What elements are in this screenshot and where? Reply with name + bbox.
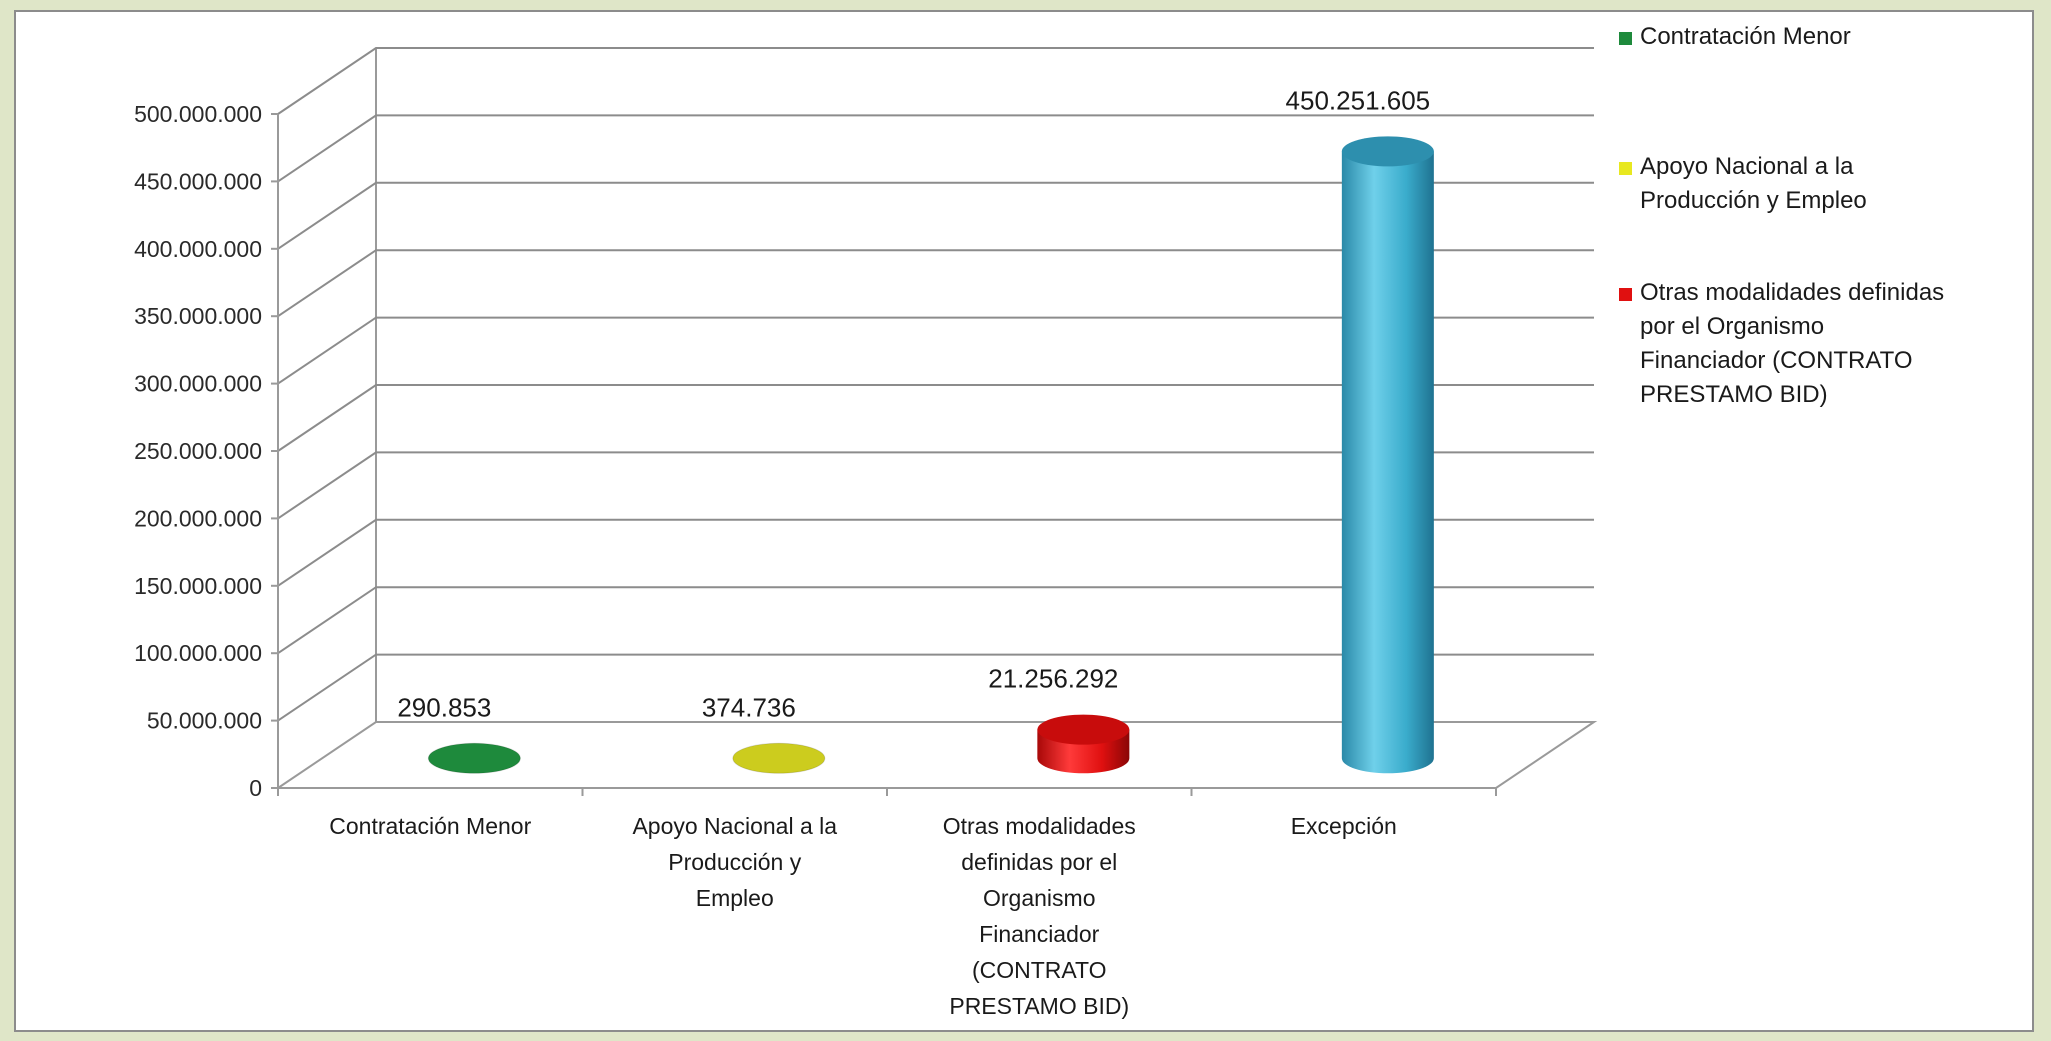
legend-line: Contratación Menor [1640,23,1851,50]
legend-item: Otras modalidades definidas por el Organi… [1619,279,1944,408]
x-category-line: definidas por el [961,849,1117,875]
axis-layer: 0 50.000.000 100.000.000 150.000.000 200.000… [134,101,1497,801]
legend-line: Apoyo Nacional a la [1640,153,1854,180]
y-tick-label: 450.000.000 [134,168,262,194]
gridline [277,518,1594,587]
chart-frame: 0 50.000.000 100.000.000 150.000.000 200.000… [14,10,2034,1032]
x-category-line: Empleo [696,885,774,911]
bar-top [1341,136,1434,167]
y-tick-label: 300.000.000 [134,371,262,397]
legend-swatch [1619,32,1632,45]
legend-line: por el Organismo [1640,313,1824,340]
x-category-line: Financiador [979,921,1100,947]
legend: Contratación Menor Apoyo Nacional a la Pro… [1619,23,1944,408]
y-tick-label: 250.000.000 [134,438,262,464]
gridline [277,47,1594,115]
x-category-line: Excepción [1291,813,1397,839]
gridline [277,316,1594,385]
gridline [277,384,1594,452]
legend-label: Contratación Menor [1640,23,1851,50]
legend-label: Otras modalidades definidas por el Organi… [1640,279,1944,408]
y-tick-label: 0 [249,775,262,801]
y-tick-label: 200.000.000 [134,505,262,531]
gridline [277,181,1594,250]
gridline [277,653,1594,722]
bar [732,742,826,774]
legend-line: Producción y Empleo [1640,187,1867,214]
x-category-label: Contratación Menor [329,813,531,839]
bar [427,742,521,774]
legend-line: PRESTAMO BID) [1640,381,1828,408]
legend-swatch [1619,162,1632,175]
chart-floor [274,721,1598,789]
x-category-line: PRESTAMO BID) [949,993,1129,1019]
legend-label: Apoyo Nacional a la Producción y Empleo [1640,153,1867,214]
bar [1037,714,1130,774]
x-category-line: Organismo [983,885,1095,911]
bar-disc [427,742,521,774]
x-category-label: Apoyo Nacional a la Producción y Empleo [632,813,837,911]
y-tick-label: 400.000.000 [134,236,262,262]
legend-swatch [1619,288,1632,301]
y-tick-label: 150.000.000 [134,573,262,599]
x-category-line: Producción y [668,849,801,875]
legend-line: Financiador (CONTRATO [1640,347,1913,374]
y-tick-label: 100.000.000 [134,640,262,666]
gridline [277,451,1594,520]
x-category-line: (CONTRATO [972,957,1107,983]
legend-item: Contratación Menor [1619,23,1851,50]
bar-disc [732,742,826,774]
legend-item: Apoyo Nacional a la Producción y Empleo [1619,153,1867,214]
data-label: 21.256.292 [988,664,1118,694]
y-tick-label: 50.000.000 [147,708,262,734]
x-category-line: Apoyo Nacional a la [632,813,837,839]
x-category-line: Otras modalidades [943,813,1136,839]
grid-layer [274,47,1598,789]
gridline [277,586,1594,655]
x-category-line: Contratación Menor [329,813,531,839]
bar-top [1037,714,1130,745]
bar-chart: 0 50.000.000 100.000.000 150.000.000 200.000… [134,23,1944,1019]
labels-layer: 290.853 374.736 21.256.292 450.251.605 Contr… [329,85,1430,1019]
legend-line: Otras modalidades definidas [1640,279,1944,306]
data-label: 374.736 [702,692,796,722]
y-tick-label: 500.000.000 [134,101,262,127]
y-tick-label: 350.000.000 [134,303,262,329]
x-category-label: Excepción [1291,813,1397,839]
data-label: 290.853 [397,692,491,722]
bars-layer [427,136,1434,774]
bar [1341,136,1434,774]
gridline [277,114,1594,183]
x-category-label: Otras modalidades definidas por el Organis… [943,813,1136,1019]
bar-body [1341,151,1434,774]
data-label: 450.251.605 [1286,85,1431,115]
gridline [277,249,1594,318]
